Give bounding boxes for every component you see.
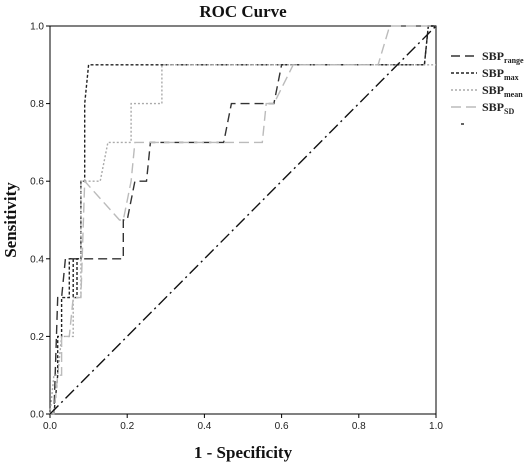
x-tick-label: 0.8 (352, 421, 366, 432)
x-tick-label: 0.0 (43, 421, 57, 432)
legend-label: SBPSD (482, 100, 514, 116)
x-tick-label: 0.4 (197, 421, 211, 432)
x-tick-label: 1.0 (429, 421, 443, 432)
reference-diagonal-line (49, 25, 437, 415)
y-tick-label: 0.0 (30, 410, 44, 421)
x-tick-label: 0.6 (275, 421, 289, 432)
legend-item-sbpmean: SBPmean (451, 83, 523, 99)
y-axis-ticks: 0.0 0.2 0.4 0.6 0.8 1.0 (30, 22, 50, 421)
roc-line-sbpmean (49, 64, 436, 415)
y-tick-label: 0.2 (30, 332, 44, 343)
y-tick-label: 0.6 (30, 177, 44, 188)
roc-lines (49, 25, 437, 415)
plot-frame (49, 25, 437, 415)
roc-line-sbprange (50, 25, 436, 415)
chart-title: ROC Curve (199, 2, 287, 21)
legend-label: SBPmax (482, 66, 519, 82)
y-tick-label: 0.4 (30, 254, 44, 265)
y-tick-label: 0.8 (30, 99, 44, 110)
legend-item-sbpsd: SBPSD (451, 100, 514, 116)
legend-item-sbpmax: SBPmax (451, 66, 519, 82)
roc-line-sbpsd (50, 25, 436, 415)
x-axis-ticks: 0.0 0.2 0.4 0.6 0.8 1.0 (43, 414, 443, 432)
legend-label: SBPrange (482, 49, 524, 65)
x-tick-label: 0.2 (120, 421, 134, 432)
x-axis-label: 1 - Specificity (194, 443, 293, 462)
legend-item-sbprange: SBPrange (451, 49, 524, 65)
legend-label: SBPmean (482, 83, 523, 99)
y-axis-label: Sensitivity (1, 182, 20, 258)
y-tick-label: 1.0 (30, 22, 44, 33)
